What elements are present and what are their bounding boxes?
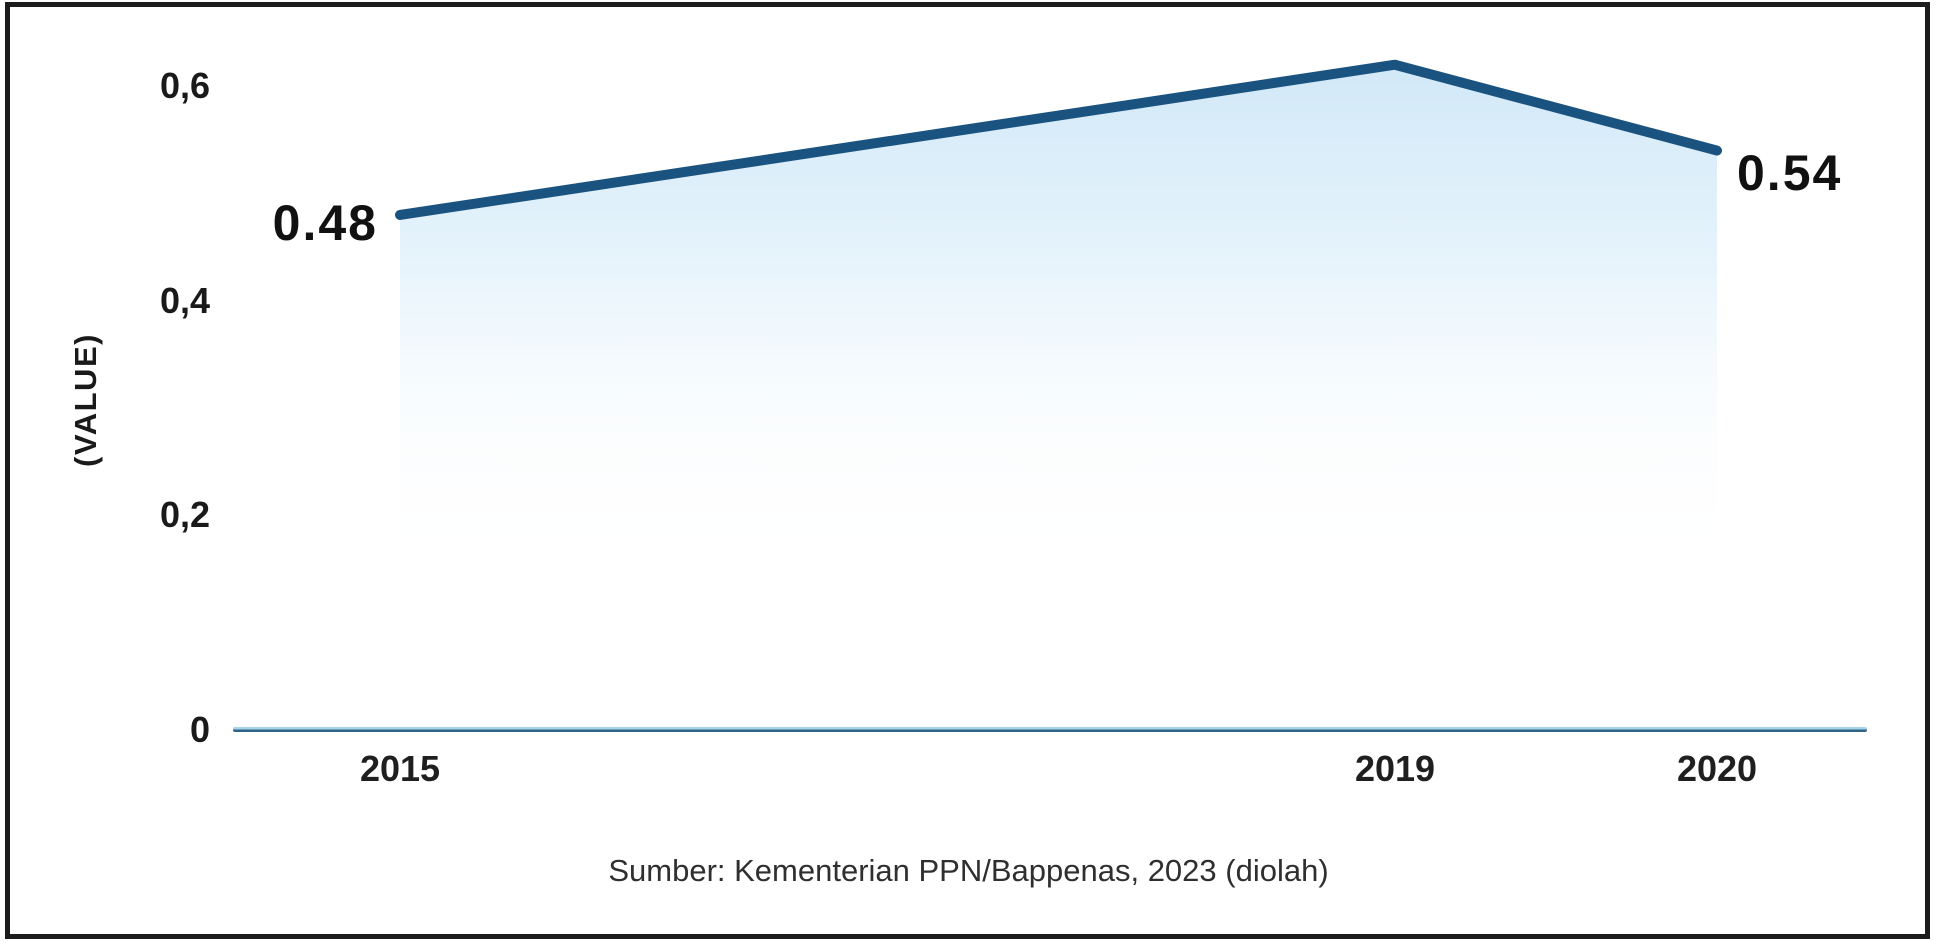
y-axis-title: (VALUE)	[68, 333, 103, 467]
y-tick-label: 0,6	[159, 65, 210, 107]
y-tick-label: 0,2	[159, 494, 210, 536]
x-tick-label-2019: 2019	[1354, 748, 1436, 789]
y-tick-label: 0	[189, 709, 210, 750]
series-line	[395, 59, 1722, 220]
x-axis-line	[233, 727, 1867, 732]
x-tick-label-2015: 2015	[359, 748, 441, 789]
data-label-2015: 0.48	[272, 195, 378, 251]
y-tick-label: 0,4	[159, 279, 210, 321]
source-caption: Sumber: Kementerian PPN/Bappenas, 2023 (…	[608, 853, 1329, 888]
data-label-2020: 0.54	[1737, 145, 1843, 201]
series-area-fill	[400, 64, 1717, 581]
x-tick-label-2020: 2020	[1676, 748, 1758, 789]
